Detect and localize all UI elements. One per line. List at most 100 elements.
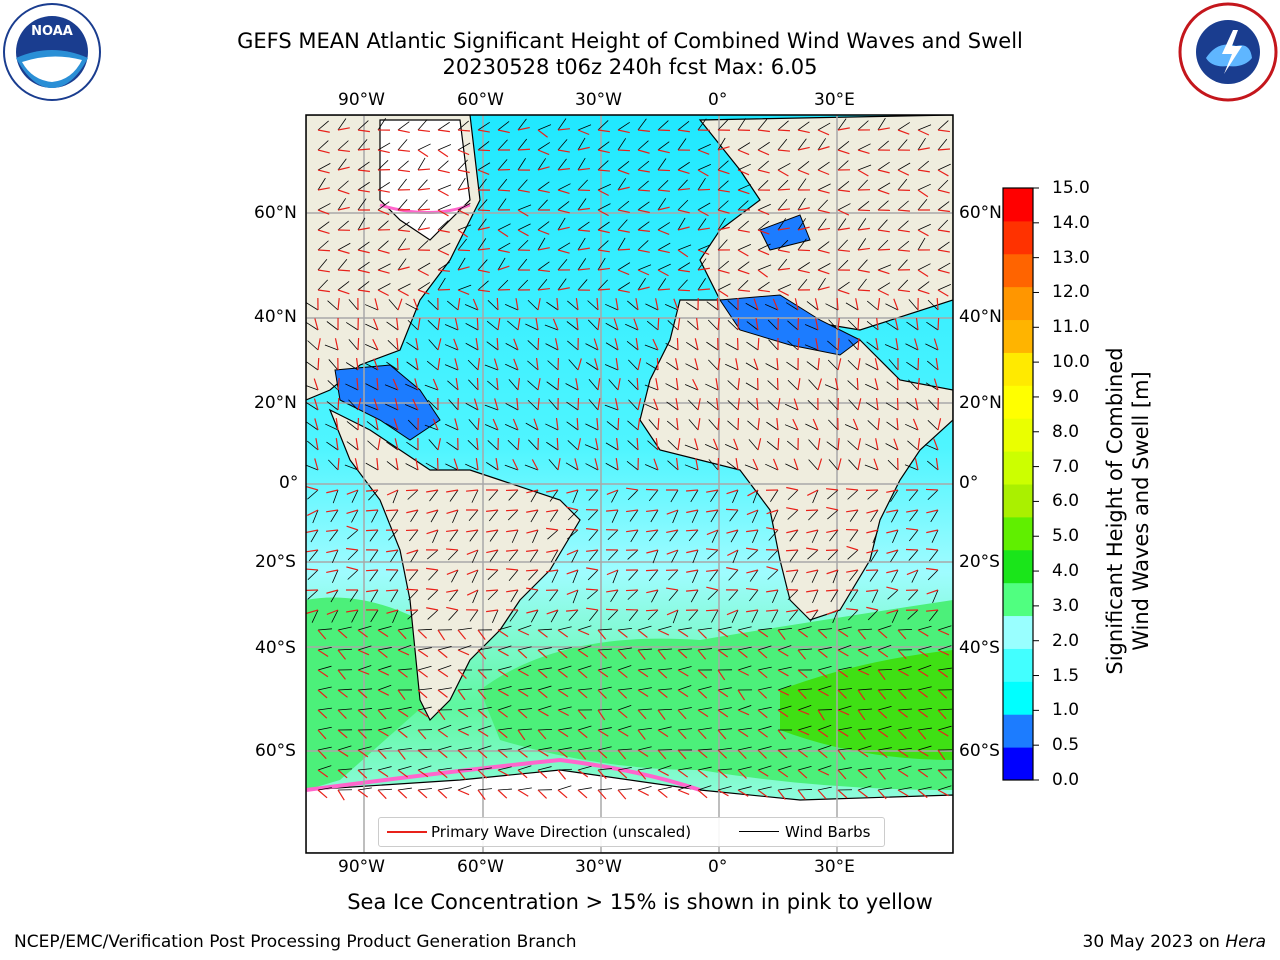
wind-barb <box>677 217 686 231</box>
wind-barb <box>837 140 850 151</box>
wind-barb <box>906 401 919 411</box>
wave-direction-arrow <box>776 417 779 431</box>
wave-direction-arrow <box>617 649 627 660</box>
wind-barb <box>625 323 639 331</box>
wind-barb <box>306 464 319 471</box>
wave-direction-arrow <box>717 769 728 779</box>
wind-barb <box>587 509 599 521</box>
wind-barb <box>837 626 852 631</box>
wind-barb <box>768 529 779 541</box>
wind-barb <box>449 529 459 542</box>
wave-direction-arrow <box>797 207 810 211</box>
wave-direction-arrow <box>676 418 679 431</box>
wind-barb <box>351 489 359 503</box>
wind-barb <box>608 379 619 391</box>
wind-barb <box>737 183 751 191</box>
wave-direction-arrow <box>576 318 579 331</box>
wind-barb <box>437 787 452 791</box>
wind-barb <box>897 259 908 271</box>
wind-barb <box>577 258 587 271</box>
wind-barb <box>917 263 931 271</box>
wind-barb <box>667 320 679 331</box>
wind-barb <box>670 489 679 503</box>
wind-barb <box>837 239 848 251</box>
wind-barb <box>597 141 610 151</box>
wind-barb <box>772 509 779 523</box>
wind-barb <box>777 627 792 631</box>
wind-barb <box>787 320 799 331</box>
wind-barb <box>777 685 792 691</box>
wind-barb <box>785 403 799 411</box>
colorbar-tick-label: 12.0 <box>1052 282 1090 303</box>
wind-barb <box>757 141 770 151</box>
wave-direction-arrow <box>737 769 747 779</box>
wind-barb <box>437 687 452 691</box>
wind-barb <box>404 404 419 411</box>
wind-barb <box>497 139 508 151</box>
wave-direction-arrow <box>454 358 459 371</box>
wind-barb <box>637 625 652 631</box>
wind-barb <box>805 423 819 431</box>
wave-direction-arrow <box>697 267 710 271</box>
wind-barb <box>527 360 539 371</box>
wind-barb <box>927 420 939 431</box>
wave-direction-arrow <box>617 709 628 719</box>
wave-direction-arrow <box>597 669 609 678</box>
wind-barb <box>917 183 931 191</box>
wind-barb <box>897 688 912 691</box>
wave-direction-arrow <box>557 709 569 717</box>
wind-barb <box>817 647 832 651</box>
wave-direction-arrow <box>826 529 839 534</box>
wave-direction-arrow <box>817 669 828 679</box>
wind-barb <box>397 668 412 671</box>
wind-barb <box>317 240 329 251</box>
wave-direction-arrow <box>437 709 446 721</box>
wave-direction-arrow <box>377 269 390 274</box>
wind-barb <box>797 626 812 631</box>
wind-barb <box>471 569 479 583</box>
wave-direction-arrow <box>696 318 699 331</box>
wind-barb <box>708 359 719 371</box>
wind-barb <box>917 625 932 631</box>
wind-barb <box>584 444 599 451</box>
wave-direction-arrow <box>494 398 499 411</box>
wind-barb <box>747 420 759 431</box>
wind-barb <box>897 139 908 151</box>
wind-barb <box>837 118 847 131</box>
wind-barb <box>697 707 712 711</box>
wind-barb <box>648 569 659 582</box>
wind-barb <box>865 383 879 391</box>
wave-direction-arrow <box>694 438 699 451</box>
wave-direction-arrow <box>417 789 428 799</box>
wave-direction-arrow <box>637 629 648 638</box>
wind-barb <box>747 549 759 560</box>
wind-barb <box>307 440 319 451</box>
wind-barb <box>389 569 399 582</box>
wave-direction-arrow <box>417 729 427 740</box>
wind-barb <box>926 321 939 331</box>
wind-barb <box>697 766 712 771</box>
wind-barb <box>557 201 570 211</box>
wave-direction-arrow <box>577 709 587 720</box>
wind-barb <box>677 707 692 711</box>
wind-barb <box>307 569 319 580</box>
wind-barb <box>847 489 859 500</box>
wave-direction-arrow <box>357 689 368 699</box>
wave-direction-arrow <box>786 569 799 573</box>
wind-barb <box>484 364 499 371</box>
wave-direction-arrow <box>574 458 579 471</box>
wave-direction-arrow <box>837 358 842 371</box>
colorbar-tick-label: 0.5 <box>1052 735 1080 756</box>
wave-direction-arrow <box>817 286 830 291</box>
wind-barb <box>749 589 759 602</box>
wave-direction-arrow <box>457 129 471 132</box>
wind-barb <box>845 302 859 311</box>
wave-direction-arrow <box>313 378 319 391</box>
wave-direction-arrow <box>432 378 439 391</box>
wind-barb <box>637 264 652 271</box>
wind-barb <box>517 646 532 651</box>
wind-barb <box>484 424 499 431</box>
wind-barb <box>437 184 452 191</box>
wind-barb <box>877 725 892 731</box>
wind-barb <box>347 569 359 580</box>
